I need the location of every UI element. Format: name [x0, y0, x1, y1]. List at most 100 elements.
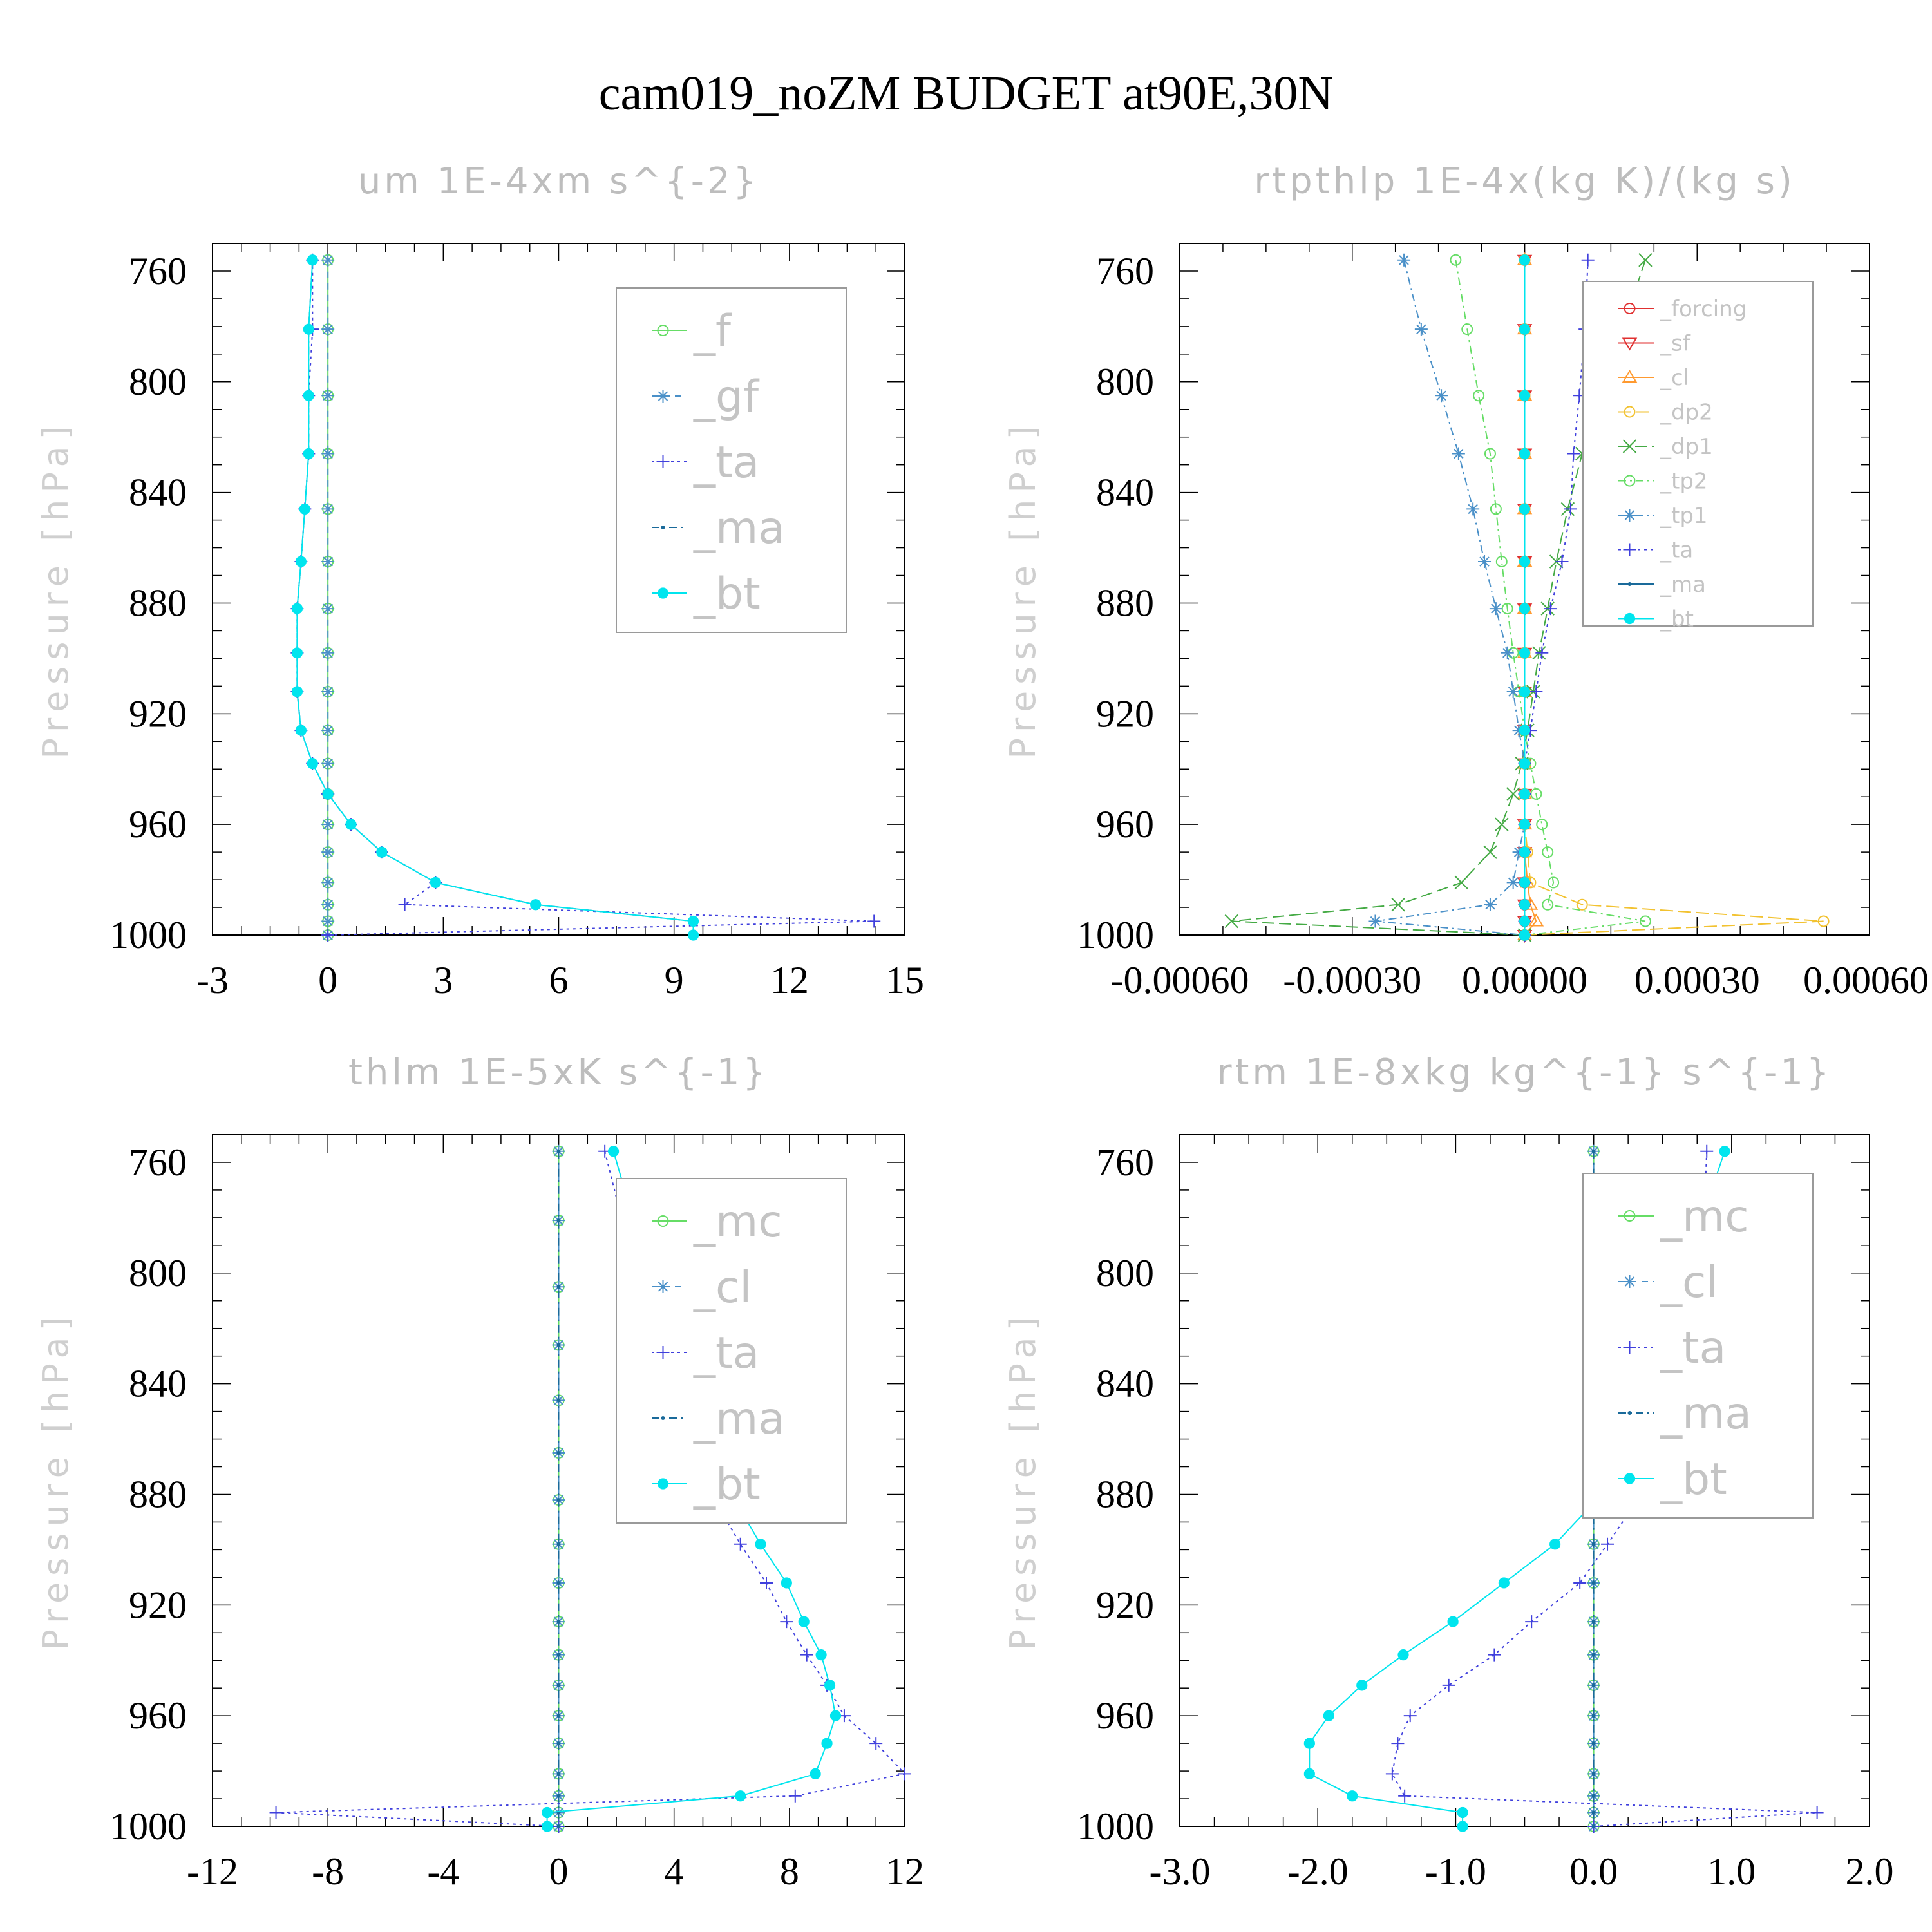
- series-point-ma: [1591, 1580, 1596, 1585]
- x-tick-label: -3: [196, 959, 229, 1001]
- y-axis-label: Pressure [hPa]: [35, 419, 76, 759]
- series-point-ma: [556, 1218, 561, 1223]
- series-point-gf: [321, 685, 335, 698]
- legend-label: _dp1: [1660, 434, 1713, 460]
- legend-marker: [1624, 303, 1636, 314]
- legend-marker: [1624, 406, 1636, 418]
- series-point-tp2: [1542, 898, 1554, 911]
- legend-marker: [1624, 1210, 1636, 1222]
- y-tick-label: 1000: [109, 1805, 187, 1848]
- series-point-gf: [321, 323, 335, 336]
- x-tick-label: 2.0: [1846, 1850, 1894, 1893]
- series-point-dp1: [1638, 253, 1653, 267]
- series-point-tp1: [1452, 447, 1465, 460]
- series-point-ta: [780, 1615, 793, 1629]
- series-point-bt: [345, 819, 357, 830]
- series-point-ma: [556, 1343, 561, 1347]
- series-point-bt: [781, 1577, 792, 1589]
- series-point-tp2: [1461, 323, 1473, 336]
- y-tick-label: 960: [1096, 803, 1154, 846]
- series-point-ta: [1544, 602, 1557, 616]
- series-point-gf: [321, 602, 335, 616]
- series-point-ta: [1573, 1576, 1587, 1589]
- y-tick-label: 960: [129, 803, 187, 846]
- x-tick-label: 6: [549, 959, 569, 1001]
- series-point-dp1: [1454, 875, 1469, 890]
- x-tick-label: -2.0: [1287, 1850, 1349, 1893]
- series-point-bt: [1519, 556, 1531, 567]
- x-tick-label: -4: [427, 1850, 459, 1893]
- x-tick-label: 0.00000: [1462, 959, 1587, 1001]
- legend-marker: [1627, 1411, 1632, 1415]
- legend-label: _bt: [693, 1459, 761, 1510]
- series-point-ma: [1591, 1149, 1596, 1153]
- y-tick-label: 800: [129, 361, 187, 403]
- legend-box: [616, 1178, 847, 1524]
- series-point-ta: [898, 1767, 911, 1781]
- legend-label: _tp1: [1660, 503, 1708, 529]
- series-point-ta: [1810, 1806, 1824, 1819]
- series-point-gf: [321, 876, 335, 889]
- series-point-tp2: [1473, 390, 1485, 402]
- series-line-ta: [1391, 1151, 1817, 1827]
- series-point-gf: [321, 757, 335, 770]
- series-point-ta: [1581, 253, 1595, 267]
- series-point-ta: [734, 1537, 747, 1551]
- legend-marker: [1624, 612, 1636, 625]
- y-tick-label: 1000: [1077, 914, 1154, 956]
- series-point-tp1: [1478, 555, 1492, 569]
- series-point-tp2: [1536, 819, 1548, 831]
- series-point-ta: [1567, 447, 1580, 460]
- series-line-bt: [296, 260, 694, 935]
- y-tick-label: 880: [1096, 582, 1154, 624]
- y-axis-label: Pressure [hPa]: [1003, 419, 1043, 759]
- legend-marker: [1623, 509, 1636, 522]
- series-point-gf: [321, 914, 335, 928]
- x-tick-label: 8: [780, 1850, 799, 1893]
- legend-label: _ta: [1660, 537, 1693, 563]
- series-point-ma: [1591, 1794, 1596, 1798]
- series-line-tp2: [1455, 260, 1646, 936]
- series-point-bt: [755, 1539, 766, 1550]
- y-tick-label: 800: [129, 1252, 187, 1294]
- series-point-ta: [800, 1648, 813, 1662]
- legend-marker: [661, 526, 665, 529]
- legend-label: _bt: [1660, 1454, 1727, 1505]
- legend-label: _gf: [693, 372, 760, 422]
- series-point-bt: [1519, 323, 1531, 335]
- series-point-ta: [1398, 1789, 1412, 1803]
- panel-title: thlm 1E-5xK s^{-1}: [348, 1052, 769, 1094]
- y-axis-label: Pressure [hPa]: [35, 1311, 76, 1650]
- legend-label: _ma: [1660, 572, 1706, 598]
- legend-marker: [656, 1346, 670, 1359]
- series-point-ta: [398, 898, 412, 911]
- y-tick-label: 880: [129, 1473, 187, 1515]
- series-point-tp1: [1397, 253, 1411, 267]
- legend-marker: [661, 1416, 665, 1420]
- y-tick-label: 920: [129, 1584, 187, 1626]
- series-point-bt: [530, 899, 542, 911]
- legend-box: [1582, 1173, 1814, 1519]
- x-tick-label: 0.00030: [1634, 959, 1760, 1001]
- series-line-cl: [1524, 260, 1537, 936]
- series-point-bt: [1519, 758, 1531, 770]
- x-tick-label: -3.0: [1150, 1850, 1211, 1893]
- chart-panel-3: thlm 1E-5xK s^{-1}Pressure [hPa]76080084…: [35, 1052, 924, 1893]
- series-point-bt: [1519, 846, 1531, 858]
- legend: _mc _cl _ta _ma _bt: [616, 1178, 847, 1524]
- series-point-ta: [321, 929, 335, 942]
- series-point-tp1: [1483, 898, 1497, 911]
- x-tick-label: 4: [665, 1850, 684, 1893]
- x-tick-label: 3: [433, 959, 453, 1001]
- legend-label: _ta: [693, 437, 759, 488]
- panels: um 1E-4xm s^{-2}Pressure [hPa]7608008408…: [35, 160, 1929, 1893]
- series-point-ma: [556, 1498, 561, 1502]
- series-point-ma: [556, 1620, 561, 1624]
- series-point-ta: [1700, 1144, 1714, 1158]
- legend-marker: [1622, 439, 1637, 453]
- series-point-bt: [1719, 1146, 1730, 1157]
- chart-panel-1: um 1E-4xm s^{-2} Pressure [hPa] 760 800 840 8…: [35, 160, 924, 1001]
- x-tick-label: 12: [770, 959, 809, 1001]
- series-point-bt: [291, 647, 303, 659]
- series-point-tp1: [1414, 323, 1428, 336]
